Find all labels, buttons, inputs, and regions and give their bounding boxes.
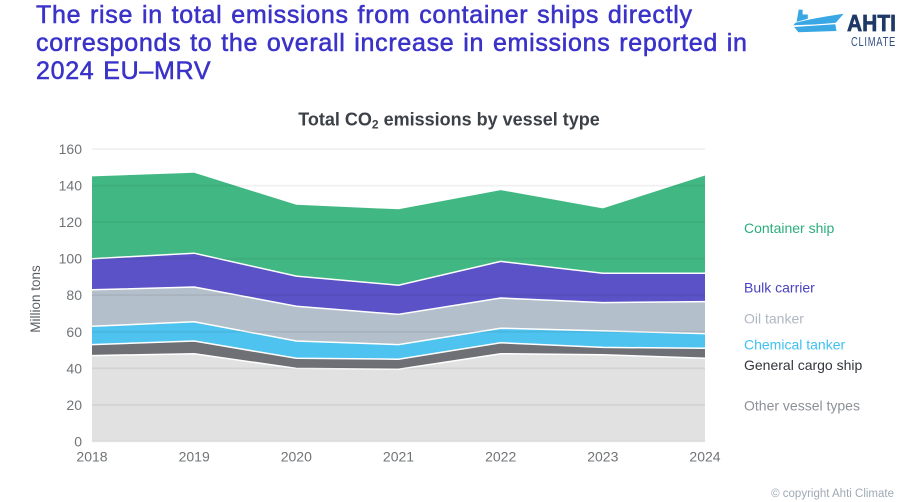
svg-text:80: 80 [66, 287, 82, 303]
svg-text:© copyright Ahti Climate: © copyright Ahti Climate [771, 488, 894, 500]
svg-text:2023: 2023 [587, 449, 618, 465]
svg-text:60: 60 [66, 324, 82, 340]
svg-text:AHTI: AHTI [847, 10, 896, 36]
svg-text:2022: 2022 [485, 449, 516, 465]
svg-text:Million tons: Million tons [28, 265, 43, 333]
svg-text:120: 120 [59, 214, 83, 230]
svg-text:Bulk carrier: Bulk carrier [744, 280, 815, 296]
svg-text:Oil tanker: Oil tanker [744, 311, 804, 327]
svg-text:20: 20 [66, 397, 82, 413]
svg-text:160: 160 [59, 141, 83, 157]
svg-text:General cargo ship: General cargo ship [744, 357, 863, 373]
svg-text:2024: 2024 [689, 449, 720, 465]
svg-text:CLIMATE: CLIMATE [851, 34, 896, 49]
svg-text:140: 140 [59, 178, 83, 194]
svg-text:Container ship: Container ship [744, 220, 834, 236]
svg-text:Total CO2 emissions by vessel: Total CO2 emissions by vessel type [298, 109, 599, 131]
svg-text:100: 100 [59, 251, 83, 267]
svg-text:Chemical tanker: Chemical tanker [744, 337, 845, 353]
svg-text:2018: 2018 [76, 449, 107, 465]
svg-text:2021: 2021 [383, 449, 414, 465]
svg-text:Other vessel types: Other vessel types [744, 398, 860, 414]
svg-text:0: 0 [74, 434, 82, 450]
svg-text:2020: 2020 [281, 449, 312, 465]
svg-text:40: 40 [66, 360, 82, 376]
svg-text:2019: 2019 [179, 449, 210, 465]
